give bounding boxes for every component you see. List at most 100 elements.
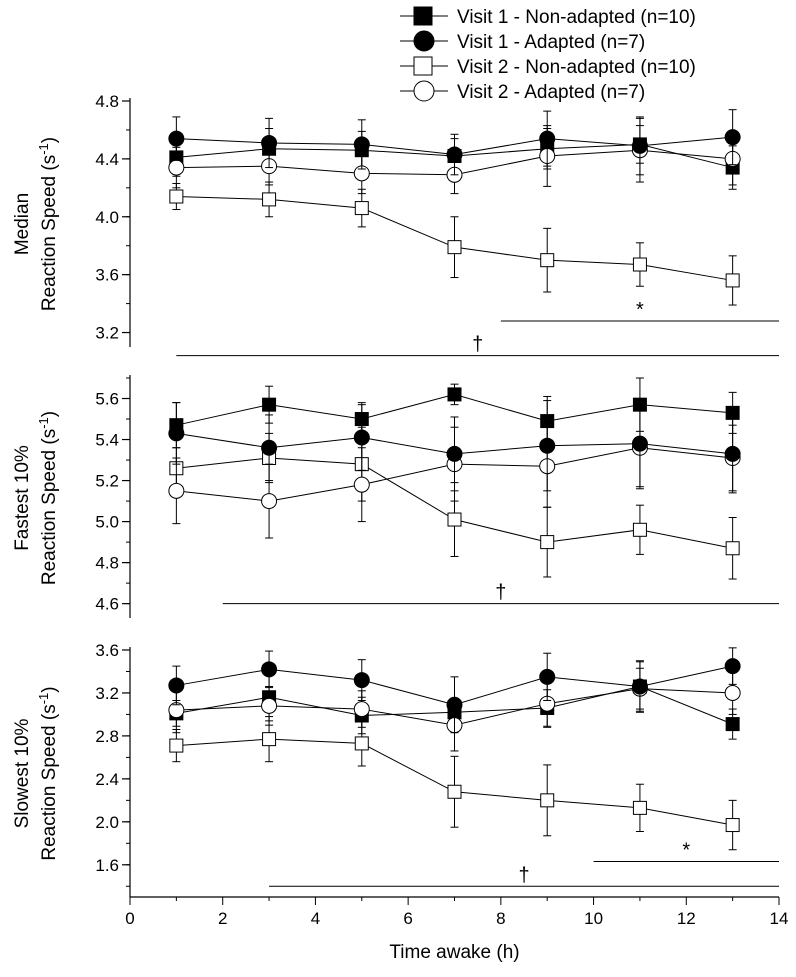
data-point [353,136,370,153]
y-tick-label: 3.2 [95,684,119,703]
y-tick-label: 3.6 [95,266,119,285]
y-tick-label: 5.0 [95,513,119,532]
data-point [447,387,462,402]
data-point [446,696,463,713]
data-point [261,493,278,510]
data-point [261,439,278,456]
panel-median: 3.2 3.6 4.0 4.4 4.8 Median Reaction Speed (s-1… [12,92,779,357]
x-tick-label: 12 [677,909,696,928]
legend: Visit 1 - Non-adapted (n=10) Visit 1 - Ad… [400,6,696,103]
y-tick-label: 2.8 [95,727,119,746]
legend-marker [413,80,435,102]
y-tick-label: 4.6 [95,595,119,614]
legend-label: Visit 1 - Adapted (n=7) [457,32,645,53]
data-point [261,134,278,151]
data-point [262,397,277,412]
y-tick-label: 3.6 [95,641,119,660]
data-point [447,784,462,799]
x-tick-label: 8 [496,909,505,928]
data-point [447,512,462,527]
legend-marker [413,6,433,26]
x-tick-label: 2 [218,909,227,928]
data-point [540,793,555,808]
significance-label: * [636,299,644,321]
data-point [539,668,556,685]
y-axis-title-line1: Fastest 10% [12,445,33,551]
y-tick-label: 5.2 [95,472,119,491]
y-axis-title-line2: Reaction Speed (s-1) [36,686,60,860]
panel-fastest: 4.6 4.8 5.0 5.2 5.4 5.6 Fastest 10% Reaction Sp… [12,375,779,618]
significance-label: † [495,582,506,604]
y-axis-title-line2: Reaction Speed (s-1) [36,411,60,585]
data-point [631,678,648,695]
y-axis-title-line1: Median [12,193,33,255]
x-tick-label: 0 [125,909,134,928]
data-point [262,732,277,747]
x-tick-label: 14 [770,909,789,928]
data-point [539,437,556,454]
x-axis-title: Time awake (h) [389,942,519,963]
series-v1a-slowest [168,647,741,734]
data-point [631,435,648,452]
series-v2n-median [169,181,740,306]
data-point [354,736,369,751]
y-tick-label: 5.6 [95,390,119,409]
significance-label: * [682,840,690,862]
y-axis-title-line1: Slowest 10% [12,718,33,828]
legend-label: Visit 2 - Non-adapted (n=10) [457,57,696,78]
y-tick-label: 3.2 [95,324,119,343]
y-tick-label: 5.4 [95,431,119,450]
series-v1a-fastest [168,398,741,494]
significance-label: † [518,864,529,886]
data-point [262,192,277,207]
data-point [724,129,741,146]
data-point [540,253,555,268]
legend-marker [413,56,433,76]
data-point [446,146,463,163]
data-point [168,159,185,176]
x-tick-label: 10 [584,909,603,928]
data-point [169,738,184,753]
y-tick-label: 4.8 [95,92,119,111]
significance-label: † [472,334,483,356]
data-point [261,697,278,714]
y-tick-label: 2.0 [95,813,119,832]
data-point [725,541,740,556]
y-tick-label: 1.6 [95,856,119,875]
data-point [353,701,370,718]
y-tick-label: 4.8 [95,554,119,573]
data-point [725,818,740,833]
data-point [354,201,369,216]
data-point [447,240,462,255]
panel-slowest: 1.6 2.0 2.4 2.8 3.2 3.6 Slowest 10% Reaction Sp… [12,641,779,897]
y-tick-label: 4.0 [95,208,119,227]
data-point [261,661,278,678]
data-point [446,445,463,462]
data-point [724,445,741,462]
data-point [168,425,185,442]
series-v1a-median [168,109,741,176]
data-point [539,130,556,147]
data-point [724,684,741,701]
y-tick-label: 4.4 [95,150,119,169]
y-axis-title-line2: Reaction Speed (s-1) [36,137,60,311]
data-point [168,482,185,499]
data-point [353,672,370,689]
x-tick-label: 6 [403,909,412,928]
legend-label: Visit 1 - Non-adapted (n=10) [457,7,696,28]
x-tick-label: 4 [311,909,320,928]
data-point [632,257,647,272]
data-point [540,535,555,550]
data-point [353,429,370,446]
data-point [169,189,184,204]
data-point [168,130,185,147]
data-point [168,677,185,694]
data-point [724,658,741,675]
data-point [725,273,740,288]
legend-marker [413,30,435,52]
data-point [725,717,740,732]
data-point [632,522,647,537]
legend-label: Visit 2 - Adapted (n=7) [457,82,645,103]
